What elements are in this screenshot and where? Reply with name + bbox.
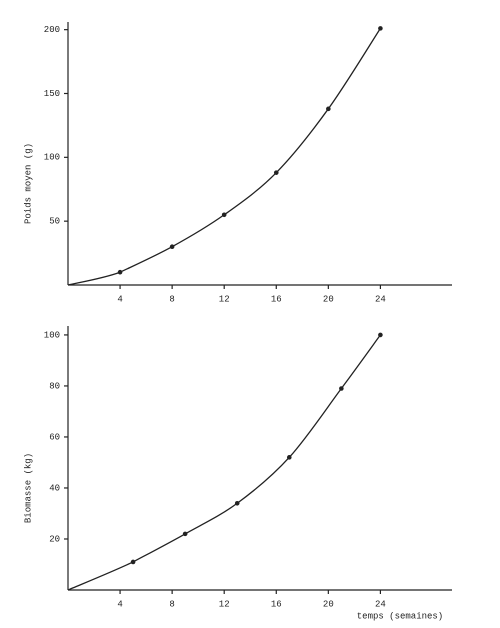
point — [326, 106, 331, 112]
point — [234, 500, 240, 506]
point — [273, 170, 279, 175]
y-tick-label: 80 — [49, 381, 60, 391]
x-tick-label: 12 — [219, 599, 230, 609]
point — [169, 244, 175, 249]
x-tick-label: 8 — [169, 599, 174, 609]
curve-start — [67, 561, 134, 591]
point — [286, 455, 292, 460]
point — [339, 386, 344, 391]
curve — [132, 334, 381, 563]
x-tick-label: 8 — [169, 294, 174, 304]
y-tick-label: 150 — [44, 89, 60, 99]
y-tick-label: 100 — [44, 330, 60, 340]
y-tick-label: 20 — [49, 534, 60, 544]
x-tick-label: 24 — [375, 294, 386, 304]
x-tick-label: 12 — [219, 294, 230, 304]
x-tick-label: 16 — [271, 599, 282, 609]
y-axis-label: Poids moyen (g) — [23, 143, 33, 224]
curve-start — [67, 271, 121, 286]
point — [221, 212, 227, 218]
x-axis-label: temps (semaines) — [357, 611, 443, 621]
point — [130, 559, 136, 565]
x-tick-label: 20 — [323, 599, 334, 609]
y-tick-label: 200 — [44, 25, 60, 35]
y-axis-label: Biomasse (kg) — [23, 453, 33, 523]
point — [117, 269, 123, 275]
curve — [119, 28, 381, 273]
x-tick-label: 24 — [375, 599, 386, 609]
x-tick-label: 4 — [117, 294, 122, 304]
y-tick-label: 60 — [49, 432, 60, 442]
point — [378, 332, 383, 338]
y-tick-label: 50 — [49, 217, 60, 227]
y-tick-label: 40 — [49, 483, 60, 493]
x-tick-label: 4 — [117, 599, 122, 609]
x-tick-label: 20 — [323, 294, 334, 304]
y-tick-label: 100 — [44, 153, 60, 163]
point — [182, 531, 188, 537]
x-tick-label: 16 — [271, 294, 282, 304]
point — [378, 26, 383, 31]
